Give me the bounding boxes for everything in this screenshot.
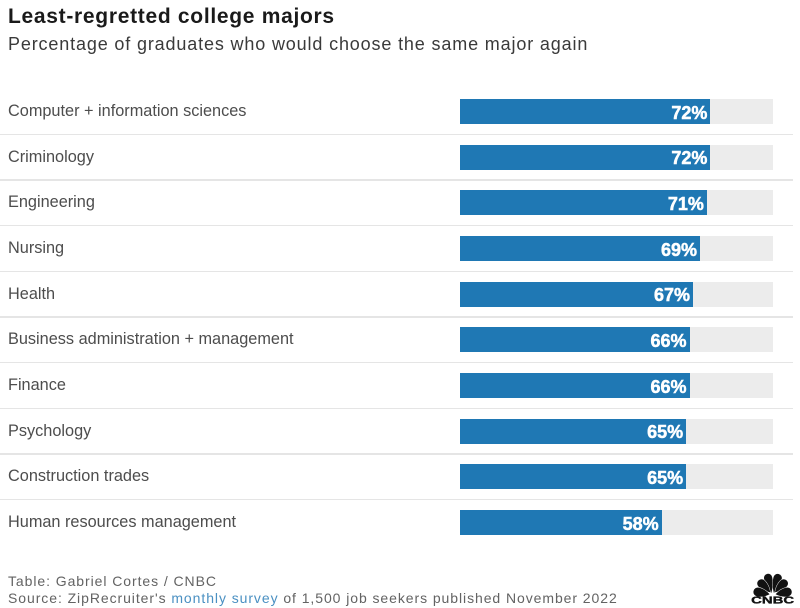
svg-text:CNBC: CNBC — [751, 596, 794, 605]
